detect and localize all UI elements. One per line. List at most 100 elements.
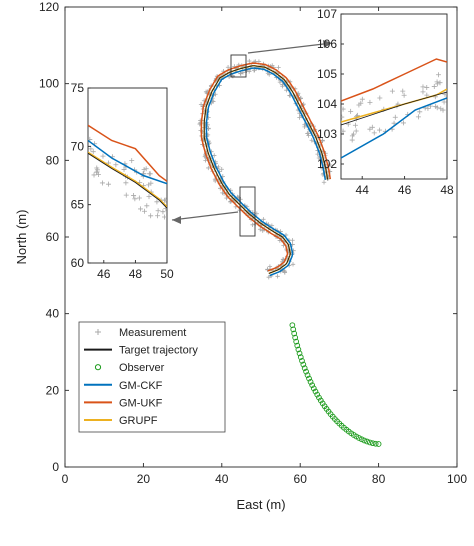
inset-measurement-point bbox=[400, 120, 406, 126]
zoom-arrowhead-lower bbox=[172, 216, 181, 224]
observer-marker bbox=[309, 382, 316, 389]
inset-measurement-point bbox=[415, 114, 421, 120]
zoom-rect-upper bbox=[230, 54, 247, 78]
measurement-point bbox=[265, 267, 270, 272]
inset-measurement-point bbox=[358, 100, 364, 106]
inset-middle-left: 46 48 50 60 65 70 75 bbox=[71, 81, 174, 281]
observer-marker bbox=[289, 322, 296, 329]
measurement-point bbox=[302, 124, 307, 130]
inset-measurement-point bbox=[91, 172, 97, 178]
observer-marker bbox=[307, 379, 314, 385]
legend-label: Measurement bbox=[119, 327, 186, 339]
legend-label: GM-UKF bbox=[119, 397, 163, 409]
inset-measurement-point bbox=[420, 89, 426, 95]
measurement-point bbox=[203, 89, 209, 95]
inset-measurement-point bbox=[148, 180, 154, 186]
zoom-arrow-lower bbox=[171, 211, 239, 221]
observer-marker bbox=[358, 436, 365, 443]
observer-marker bbox=[367, 439, 373, 446]
zoom-arrowhead-upper bbox=[323, 40, 332, 48]
legend-entry-gm-ckf: GM-CKF bbox=[84, 380, 163, 392]
measurement-point bbox=[250, 222, 255, 228]
measurement-point bbox=[309, 138, 314, 143]
measurement-point bbox=[261, 217, 266, 222]
measurement-point bbox=[297, 115, 302, 120]
observer-marker bbox=[356, 435, 362, 441]
observer-marker bbox=[316, 394, 322, 401]
y-tick-label: 80 bbox=[46, 153, 60, 167]
inset-plot-area bbox=[88, 124, 167, 220]
legend-label: GRUPF bbox=[119, 415, 158, 427]
observer-marker bbox=[295, 346, 302, 353]
inset-measurement-point bbox=[88, 146, 94, 152]
inset-measurement-point bbox=[155, 208, 161, 214]
inset-series-gm-ckf bbox=[88, 139, 167, 185]
measurement-point bbox=[212, 153, 217, 158]
inset-y-tick-label: 106 bbox=[317, 37, 337, 51]
inset-series-gm-ukf bbox=[88, 124, 167, 182]
legend-entry-measurement: Measurement bbox=[95, 327, 186, 339]
inset-plot-area bbox=[341, 58, 447, 159]
inset-measurement-point bbox=[146, 194, 152, 200]
legend: Measurement Target trajectory Observer GM-C… bbox=[78, 321, 226, 433]
series-gm-ukf bbox=[200, 62, 332, 272]
measurement-point bbox=[225, 65, 231, 70]
inset-measurement-point bbox=[94, 165, 100, 171]
inset-measurement-point bbox=[441, 99, 447, 105]
y-axis-label: North (m) bbox=[14, 210, 29, 265]
inset-measurement-point bbox=[123, 192, 129, 198]
inset-y-tick-label: 105 bbox=[317, 67, 337, 81]
inset-series-gm-ckf bbox=[341, 97, 447, 159]
inset-measurement-point bbox=[389, 88, 395, 94]
observer-marker bbox=[296, 350, 303, 357]
observer-marker bbox=[361, 437, 368, 444]
inset-x-tick-label: 48 bbox=[129, 267, 143, 281]
observer-marker bbox=[314, 391, 321, 398]
inset-x-tick-label: 44 bbox=[356, 183, 370, 197]
main-ticks: 0 20 40 60 80 100 0 20 40 60 80 100 120 bbox=[39, 0, 467, 486]
inset-measurement-point bbox=[136, 195, 142, 201]
zoom-rect-lower bbox=[239, 186, 256, 237]
measurement-point bbox=[203, 158, 208, 163]
measurement-point bbox=[275, 274, 280, 279]
zoom-box-upper bbox=[230, 54, 247, 78]
inset-measurement-point bbox=[424, 84, 430, 90]
observer-marker bbox=[290, 326, 297, 333]
measurement-point bbox=[238, 197, 243, 202]
inset-measurement-point bbox=[371, 130, 377, 136]
inset-measurement-point bbox=[437, 80, 443, 86]
inset-measurement-point bbox=[144, 203, 150, 209]
x-tick-label: 100 bbox=[447, 472, 467, 486]
x-tick-label: 60 bbox=[294, 472, 308, 486]
inset-y-tick-label: 65 bbox=[71, 198, 85, 212]
inset-measurement-point bbox=[99, 180, 105, 186]
zoom-box-lower bbox=[239, 186, 256, 237]
inset-measurement-point bbox=[132, 196, 138, 202]
measurement-point bbox=[305, 131, 310, 136]
inset-measurement-point bbox=[359, 96, 365, 102]
inset-upper-right: 44 46 48 102 103 104 105 106 107 bbox=[317, 7, 454, 197]
observer-marker bbox=[364, 438, 370, 445]
inset-measurement-point bbox=[424, 92, 430, 98]
inset-x-tick-label: 46 bbox=[398, 183, 412, 197]
observer-marker bbox=[317, 397, 324, 404]
inset-measurement-point bbox=[417, 109, 423, 115]
y-tick-label: 0 bbox=[52, 460, 59, 474]
inset-y-tick-label: 104 bbox=[317, 97, 337, 111]
inset-measurement-point bbox=[353, 128, 359, 134]
inset-measurement-point bbox=[401, 92, 407, 98]
legend-entry-observer: Observer bbox=[94, 362, 165, 374]
inset-measurement-point bbox=[420, 84, 426, 90]
inset-measurement-point bbox=[138, 206, 144, 212]
x-axis-label: East (m) bbox=[236, 497, 285, 512]
inset-y-tick-label: 102 bbox=[317, 157, 337, 171]
inset-x-tick-label: 50 bbox=[160, 267, 174, 281]
inset-measurement-point bbox=[348, 108, 354, 114]
observer-marker bbox=[310, 385, 317, 392]
inset-y-tick-label: 70 bbox=[71, 139, 85, 153]
measurement-point bbox=[266, 274, 271, 280]
main-series bbox=[200, 62, 332, 277]
observer-marker bbox=[301, 365, 308, 371]
inset-measurement-point bbox=[440, 107, 446, 113]
observer-marker bbox=[299, 357, 305, 364]
